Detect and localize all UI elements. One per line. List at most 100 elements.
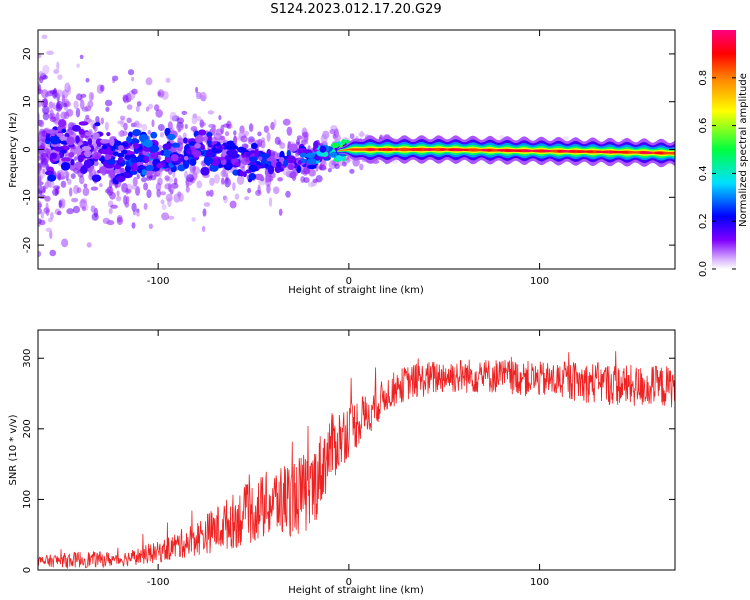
heatmap-cell [207, 110, 215, 115]
spectrogram-y-label: Frequency (Hz) [8, 112, 19, 188]
heatmap-cell [341, 138, 346, 145]
heatmap-cell [38, 222, 41, 227]
heatmap-cell [232, 182, 236, 191]
heatmap-cell [136, 174, 140, 180]
heatmap-cell [297, 160, 302, 165]
ridge-spot [505, 149, 511, 152]
heatmap-cell [200, 143, 205, 151]
heatmap-cell [42, 64, 50, 75]
ridge-spot [601, 150, 607, 154]
heatmap-cell [57, 211, 62, 216]
heatmap-cell [48, 101, 54, 109]
heatmap-cell [87, 138, 93, 146]
heatmap-cell [186, 147, 192, 156]
ridge-spot [378, 148, 383, 151]
heatmap-cell [359, 163, 364, 171]
heatmap-cell [52, 188, 59, 196]
heatmap-cell [145, 77, 153, 86]
heatmap-cell [198, 129, 207, 136]
heatmap-cell [191, 217, 196, 222]
heatmap-cell [219, 156, 225, 161]
heatmap-cell [90, 186, 99, 191]
heatmap-cell [40, 143, 46, 151]
heatmap-cell [119, 167, 125, 173]
heatmap-cell [126, 135, 132, 144]
heatmap-cell [286, 126, 293, 136]
heatmap-cell [164, 175, 170, 181]
heatmap-cell [59, 136, 69, 141]
heatmap-cell [150, 131, 158, 139]
heatmap-cell [38, 250, 42, 257]
heatmap-cell [68, 151, 75, 158]
chart-title: S124.2023.012.17.20.G29 [270, 2, 442, 17]
heatmap-cell [160, 191, 166, 196]
heatmap-cell [117, 156, 124, 164]
heatmap-cell [61, 238, 69, 248]
heatmap-cell [93, 160, 99, 167]
heatmap-cell [136, 101, 142, 107]
x-tick-label: 0 [346, 276, 352, 287]
heatmap-cell [132, 162, 138, 171]
heatmap-cell [145, 165, 155, 172]
heatmap-cell [104, 121, 109, 131]
heatmap-cell [122, 94, 129, 102]
colorbar-tick-label: 0.6 [698, 118, 709, 134]
heatmap-cell [296, 165, 302, 174]
heatmap-cell [296, 135, 303, 140]
heatmap-cell [227, 150, 238, 159]
heatmap-cell [104, 169, 111, 175]
heatmap-cell [83, 159, 92, 169]
heatmap-cell [155, 182, 162, 192]
heatmap-cell [236, 147, 247, 152]
heatmap-cell [183, 137, 188, 144]
heatmap-cell [149, 144, 160, 153]
heatmap-cell [319, 145, 327, 153]
heatmap-cell [213, 173, 220, 184]
ridge-spot [454, 148, 459, 151]
heatmap-cell [108, 208, 113, 215]
heatmap-cell [240, 135, 248, 143]
heatmap-cell [229, 200, 237, 209]
heatmap-cell [242, 171, 247, 178]
heatmap-cell [273, 118, 277, 127]
heatmap-cell [141, 169, 147, 176]
heatmap-cell [69, 130, 74, 136]
heatmap-cell [38, 54, 42, 59]
heatmap-cell [220, 169, 229, 178]
heatmap-cell [124, 154, 131, 160]
heatmap-cell [41, 89, 49, 99]
heatmap-cell [104, 99, 113, 107]
heatmap-cell [71, 197, 79, 203]
heatmap-cell [87, 100, 94, 108]
ridge-spot [448, 148, 454, 151]
heatmap-cell [129, 154, 137, 160]
heatmap-cell [81, 206, 87, 212]
heatmap-cell [206, 131, 213, 138]
heatmap-cell [131, 76, 135, 82]
snr-axes: -100 0 100 0 100 200 300 [22, 330, 675, 588]
heatmap-cell [70, 158, 75, 166]
heatmap-cell [191, 115, 198, 125]
snr-series-line [38, 351, 675, 569]
ridge-spot [481, 148, 487, 152]
heatmap-cell [248, 173, 257, 181]
heatmap-cell [275, 167, 285, 173]
ridge-spot [596, 150, 604, 154]
heatmap-cell [106, 132, 111, 137]
heatmap-cell [295, 138, 301, 145]
heatmap-cell [124, 164, 131, 173]
heatmap-cell [58, 119, 67, 128]
heatmap-cell [192, 150, 202, 158]
heatmap-cell [302, 168, 308, 177]
ridge-spot [386, 148, 394, 151]
colorbar [712, 30, 736, 269]
heatmap-cell [173, 193, 181, 203]
heatmap-cell [156, 188, 161, 198]
heatmap-cell [131, 184, 138, 190]
heatmap-cell [114, 140, 122, 146]
heatmap-cell [161, 204, 167, 211]
heatmap-cell [46, 129, 57, 134]
heatmap-cell [115, 175, 126, 183]
heatmap-cell [283, 159, 289, 167]
heatmap-cell [233, 135, 238, 144]
